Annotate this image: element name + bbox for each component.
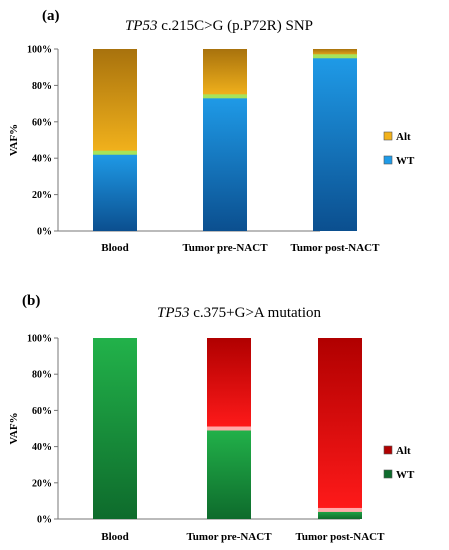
category-label: Tumor post-NACT xyxy=(296,531,386,543)
category-label: Tumor pre-NACT xyxy=(186,531,272,543)
bar-wt-0 xyxy=(93,152,137,231)
y-tick-label: 80% xyxy=(32,370,52,381)
bar-boundary-2 xyxy=(313,54,357,59)
bar-alt-0 xyxy=(93,49,137,153)
legend-swatch-alt xyxy=(383,131,393,141)
legend-label-wt: WT xyxy=(396,469,415,481)
legend-swatch-wt xyxy=(383,155,393,165)
bar-alt-1 xyxy=(207,338,251,429)
bar-alt-2 xyxy=(313,49,357,57)
panel-label: (b) xyxy=(22,293,40,309)
category-label: Tumor post-NACT xyxy=(291,242,381,254)
y-tick-label: 0% xyxy=(37,227,52,238)
y-tick-label: 80% xyxy=(32,81,52,92)
bar-alt-1 xyxy=(203,49,247,97)
chart-title: TP53 c.215C>G (p.P72R) SNP xyxy=(125,18,313,34)
bar-wt-2 xyxy=(318,509,362,519)
panel-label: (a) xyxy=(42,8,60,24)
legend-swatch-wt xyxy=(383,469,393,479)
bar-boundary-1 xyxy=(203,94,247,99)
bar-wt-2 xyxy=(313,56,357,231)
legend-label-wt: WT xyxy=(396,155,415,167)
legend-swatch-alt xyxy=(383,445,393,455)
category-label: Blood xyxy=(101,531,129,543)
y-tick-label: 100% xyxy=(27,334,52,345)
y-tick-label: 20% xyxy=(32,190,52,201)
bar-boundary-1 xyxy=(207,426,251,431)
bar-wt-0 xyxy=(93,338,137,519)
bar-boundary-0 xyxy=(93,150,137,155)
legend-label-alt: Alt xyxy=(396,445,411,457)
y-tick-label: 20% xyxy=(32,478,52,489)
y-tick-label: 40% xyxy=(32,442,52,453)
category-label: Blood xyxy=(101,242,129,254)
chart-panel-a: (a) TP53 c.215C>G (p.P72R) SNP 0% 20% 40% 60%… xyxy=(8,8,415,254)
chart-title: TP53 c.375+G>A mutation xyxy=(157,305,322,321)
bar-wt-1 xyxy=(203,96,247,231)
y-tick-label: 60% xyxy=(32,117,52,128)
y-tick-label: 0% xyxy=(37,515,52,526)
y-tick-label: 60% xyxy=(32,406,52,417)
y-axis-label: VAF% xyxy=(8,124,20,156)
category-label: Tumor pre-NACT xyxy=(182,242,268,254)
y-tick-label: 100% xyxy=(27,45,52,56)
y-tick-label: 40% xyxy=(32,154,52,165)
chart-panel-b: (b) TP53 c.375+G>A mutation 0% 20% 40% 60% 80%… xyxy=(8,293,415,543)
y-axis-label: VAF% xyxy=(8,412,20,444)
bar-wt-1 xyxy=(207,428,251,519)
legend-label-alt: Alt xyxy=(396,131,411,143)
bar-boundary-2 xyxy=(318,507,362,512)
bar-alt-2 xyxy=(318,338,362,510)
